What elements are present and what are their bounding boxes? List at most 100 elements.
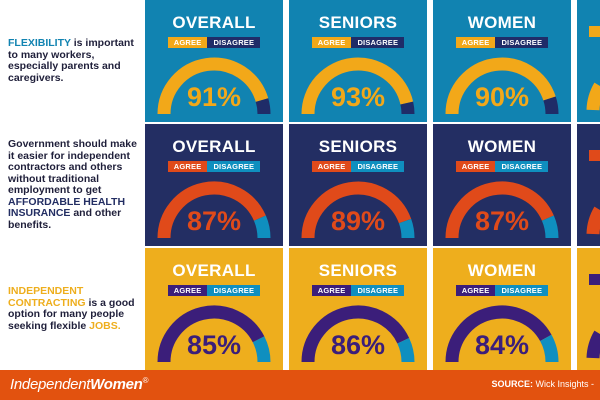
footer-bar: IndependentWomen® SOURCE: Wick Insights … <box>0 370 600 400</box>
legend: AGREE DISAGREE <box>167 285 261 296</box>
gauge-agree-arc <box>445 305 552 363</box>
gauge-arc-cutoff <box>586 206 600 235</box>
legend-agree: AGREE <box>167 161 208 172</box>
legend: AGREE DISAGREE <box>311 285 405 296</box>
gauge-disagree-arc <box>543 96 559 115</box>
gauge-agree-arc <box>301 181 412 239</box>
legend: AGREE DISAGREE <box>455 161 549 172</box>
brand-logo: IndependentWomen® <box>10 376 149 393</box>
gauge-chart <box>157 57 271 115</box>
gauge-card-overall: OVERALL AGREE DISAGREE 85% <box>145 248 283 370</box>
legend-agree: AGREE <box>455 285 496 296</box>
gauge-agree-arc <box>157 57 269 115</box>
legend-agree: AGREE <box>167 37 208 48</box>
gauge-card-seniors: SENIORS AGREE DISAGREE 93% <box>289 0 427 122</box>
row-label-text: and other benefits. <box>8 207 122 231</box>
legend: AGREE DISAGREE <box>311 37 405 48</box>
gauge-title: OVERALL <box>172 137 256 156</box>
gauge-value: 87% <box>474 206 530 236</box>
legend: AGREE DISAGREE <box>455 37 549 48</box>
gauge-chart <box>157 181 271 239</box>
legend-agree: AGREE <box>167 285 208 296</box>
gauge-value: 84% <box>474 330 530 360</box>
gauge-disagree-arc <box>398 218 415 239</box>
legend-disagree: DISAGREE <box>207 161 261 172</box>
legend-agree-cutoff <box>589 274 600 285</box>
gauge-agree-arc <box>445 181 554 239</box>
legend: AGREE DISAGREE <box>167 161 261 172</box>
gauge-title: OVERALL <box>172 13 256 32</box>
row-health-insurance: Government should make it easier for ind… <box>0 124 600 246</box>
gauge-chart <box>445 57 559 115</box>
gauge-title: SENIORS <box>318 137 398 156</box>
legend: AGREE DISAGREE <box>311 161 405 172</box>
row-label-text: AFFORDABLE HEALTH INSURANCE <box>8 195 126 219</box>
legend-disagree: DISAGREE <box>351 161 405 172</box>
row-label-text: is a good option for many people seeking… <box>8 296 135 332</box>
gauge-value: 90% <box>474 82 530 112</box>
gauge-card-seniors: SENIORS AGREE DISAGREE 86% <box>289 248 427 370</box>
gauge-disagree-arc <box>252 336 271 363</box>
gauge-agree-arc <box>445 57 556 115</box>
gauge-chart-cutoff <box>586 274 600 359</box>
gauge-card-cutoff <box>577 248 600 370</box>
gauge-arc-cutoff <box>586 330 600 359</box>
legend-agree-cutoff <box>589 26 600 37</box>
gauge-value: 85% <box>186 330 242 360</box>
gauge-chart <box>157 305 271 363</box>
legend-disagree: DISAGREE <box>207 285 261 296</box>
gauge-card-seniors: SENIORS AGREE DISAGREE 89% <box>289 124 427 246</box>
row-label-text: is important to many workers, especially… <box>8 37 134 84</box>
gauge-disagree-arc <box>255 98 271 115</box>
gauge-title: SENIORS <box>318 261 398 280</box>
row-flexibility: FLEXIBILITY is important to many workers… <box>0 0 600 122</box>
gauge-disagree-arc <box>397 337 415 363</box>
gauge-value: 89% <box>330 206 386 236</box>
legend-disagree: DISAGREE <box>495 285 549 296</box>
row-label-text: Government should make it easier for ind… <box>8 138 137 196</box>
gauge-card-women: WOMEN AGREE DISAGREE 90% <box>433 0 571 122</box>
legend-agree: AGREE <box>311 285 352 296</box>
row-label: Government should make it easier for ind… <box>0 124 145 246</box>
legend-agree-cutoff <box>589 150 600 161</box>
gauge-disagree-arc <box>400 101 415 115</box>
gauge-value: 87% <box>186 206 242 236</box>
legend-disagree: DISAGREE <box>207 37 261 48</box>
gauge-agree-arc <box>157 305 265 363</box>
legend-agree: AGREE <box>455 37 496 48</box>
gauge-value: 93% <box>330 82 386 112</box>
gauge-title: WOMEN <box>467 261 537 280</box>
gauge-card-cutoff <box>577 0 600 122</box>
row-label-text: INDEPENDENT CONTRACTING <box>8 285 86 309</box>
gauge-title: SENIORS <box>318 13 398 32</box>
row-label-text: JOBS. <box>89 319 121 332</box>
row-label-text: FLEXIBILITY <box>8 37 71 49</box>
gauge-card-women: WOMEN AGREE DISAGREE 84% <box>433 248 571 370</box>
gauge-card-cutoff <box>577 124 600 246</box>
legend-disagree: DISAGREE <box>351 37 405 48</box>
legend-agree: AGREE <box>311 161 352 172</box>
gauge-title: OVERALL <box>172 261 256 280</box>
gauge-disagree-arc <box>539 334 559 363</box>
gauge-disagree-arc <box>253 215 271 239</box>
gauge-chart <box>301 181 415 239</box>
gauge-value: 91% <box>186 82 242 112</box>
legend-disagree: DISAGREE <box>495 161 549 172</box>
gauge-chart <box>301 305 415 363</box>
gauge-title: WOMEN <box>467 13 537 32</box>
source-note: SOURCE: Wick Insights - <box>491 379 594 389</box>
gauge-card-overall: OVERALL AGREE DISAGREE 87% <box>145 124 283 246</box>
gauge-disagree-arc <box>541 215 559 239</box>
legend-agree: AGREE <box>455 161 496 172</box>
legend: AGREE DISAGREE <box>167 37 261 48</box>
gauge-agree-arc <box>157 181 266 239</box>
gauge-title: WOMEN <box>467 137 537 156</box>
gauge-card-overall: OVERALL AGREE DISAGREE 91% <box>145 0 283 122</box>
gauge-value: 86% <box>330 330 386 360</box>
gauge-agree-arc <box>301 57 414 115</box>
gauge-chart <box>445 181 559 239</box>
legend-disagree: DISAGREE <box>351 285 405 296</box>
gauge-chart <box>301 57 415 115</box>
gauge-card-women: WOMEN AGREE DISAGREE 87% <box>433 124 571 246</box>
legend-disagree: DISAGREE <box>495 37 549 48</box>
